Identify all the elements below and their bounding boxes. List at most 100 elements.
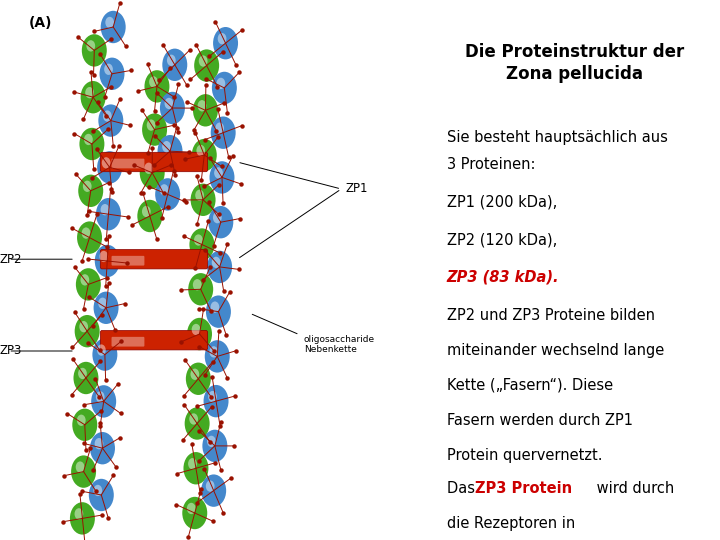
Circle shape [138,200,162,232]
Circle shape [212,72,237,104]
Circle shape [81,274,89,286]
Text: ZP1 (200 kDa),: ZP1 (200 kDa), [446,194,557,210]
Text: Sie besteht hauptsächlich aus: Sie besteht hauptsächlich aus [446,130,667,145]
Circle shape [84,134,93,145]
Circle shape [208,206,233,238]
Circle shape [160,184,168,195]
Circle shape [204,385,228,417]
Circle shape [160,92,185,124]
Circle shape [207,251,232,283]
Circle shape [147,119,156,131]
Circle shape [162,49,187,81]
Text: ZP3: ZP3 [0,345,22,357]
Circle shape [75,508,84,519]
Circle shape [214,167,223,179]
Circle shape [101,11,126,43]
Circle shape [188,273,213,306]
Circle shape [71,455,96,488]
Circle shape [167,55,176,66]
Circle shape [101,204,109,215]
Circle shape [86,40,95,51]
FancyBboxPatch shape [100,330,207,350]
Circle shape [145,70,169,103]
Circle shape [90,432,115,464]
Circle shape [201,475,226,507]
Circle shape [99,104,123,137]
Circle shape [206,295,231,328]
Circle shape [81,81,106,113]
Text: oligosaccharide
Nebenkette: oligosaccharide Nebenkette [304,335,375,354]
Text: (A): (A) [29,16,53,30]
Circle shape [184,407,210,440]
Circle shape [206,481,215,492]
Circle shape [94,292,119,324]
Circle shape [165,98,174,109]
Circle shape [83,180,91,192]
Text: Die Proteinstruktur der
Zona pellucida: Die Proteinstruktur der Zona pellucida [464,43,684,83]
Text: Protein quervernetzt.: Protein quervernetzt. [446,448,602,463]
Circle shape [97,151,122,184]
Circle shape [217,78,225,89]
Circle shape [193,94,218,126]
Text: die Rezeptoren in: die Rezeptoren in [446,516,575,531]
Text: Das: Das [446,481,480,496]
Circle shape [96,391,104,402]
Circle shape [162,141,171,152]
Circle shape [193,279,202,291]
Circle shape [212,256,220,268]
Text: wird durch: wird durch [593,481,675,496]
Circle shape [188,458,197,469]
Circle shape [189,413,198,424]
Circle shape [199,56,207,67]
Circle shape [195,190,204,201]
FancyBboxPatch shape [112,337,145,347]
Circle shape [149,76,158,87]
Circle shape [197,100,207,111]
Circle shape [194,49,219,82]
Circle shape [208,391,217,402]
Circle shape [191,369,199,380]
Circle shape [98,298,107,309]
Circle shape [89,479,114,511]
Circle shape [210,346,218,357]
Circle shape [95,245,120,277]
Text: 3 Proteinen:: 3 Proteinen: [446,157,535,172]
Circle shape [77,415,86,426]
Text: ZP3 Protein: ZP3 Protein [475,481,572,496]
Circle shape [186,362,211,395]
Text: Kette („Fasern“). Diese: Kette („Fasern“). Diese [446,378,613,393]
Circle shape [102,157,110,168]
Circle shape [142,206,150,217]
Circle shape [79,321,88,332]
Circle shape [217,33,226,44]
Circle shape [189,228,215,261]
Circle shape [73,362,99,394]
Circle shape [210,301,220,313]
Circle shape [144,163,153,174]
Circle shape [191,184,215,216]
Circle shape [82,34,107,66]
Circle shape [81,227,91,239]
Circle shape [158,135,182,167]
Circle shape [85,87,94,98]
Circle shape [77,221,102,254]
Circle shape [96,198,121,231]
Circle shape [202,430,228,462]
Circle shape [104,64,113,75]
Circle shape [103,110,112,122]
Text: Fasern werden durch ZP1: Fasern werden durch ZP1 [446,413,633,428]
Circle shape [204,340,230,373]
Circle shape [140,157,165,189]
Circle shape [211,117,235,149]
Circle shape [184,452,208,484]
Circle shape [210,161,235,194]
Circle shape [213,212,222,224]
Circle shape [94,438,104,449]
Text: ZP2 und ZP3 Proteine bilden: ZP2 und ZP3 Proteine bilden [446,308,654,323]
Circle shape [75,315,99,347]
Circle shape [99,58,125,90]
Circle shape [97,345,106,356]
Circle shape [91,385,116,417]
FancyBboxPatch shape [100,152,207,172]
FancyBboxPatch shape [112,159,145,168]
